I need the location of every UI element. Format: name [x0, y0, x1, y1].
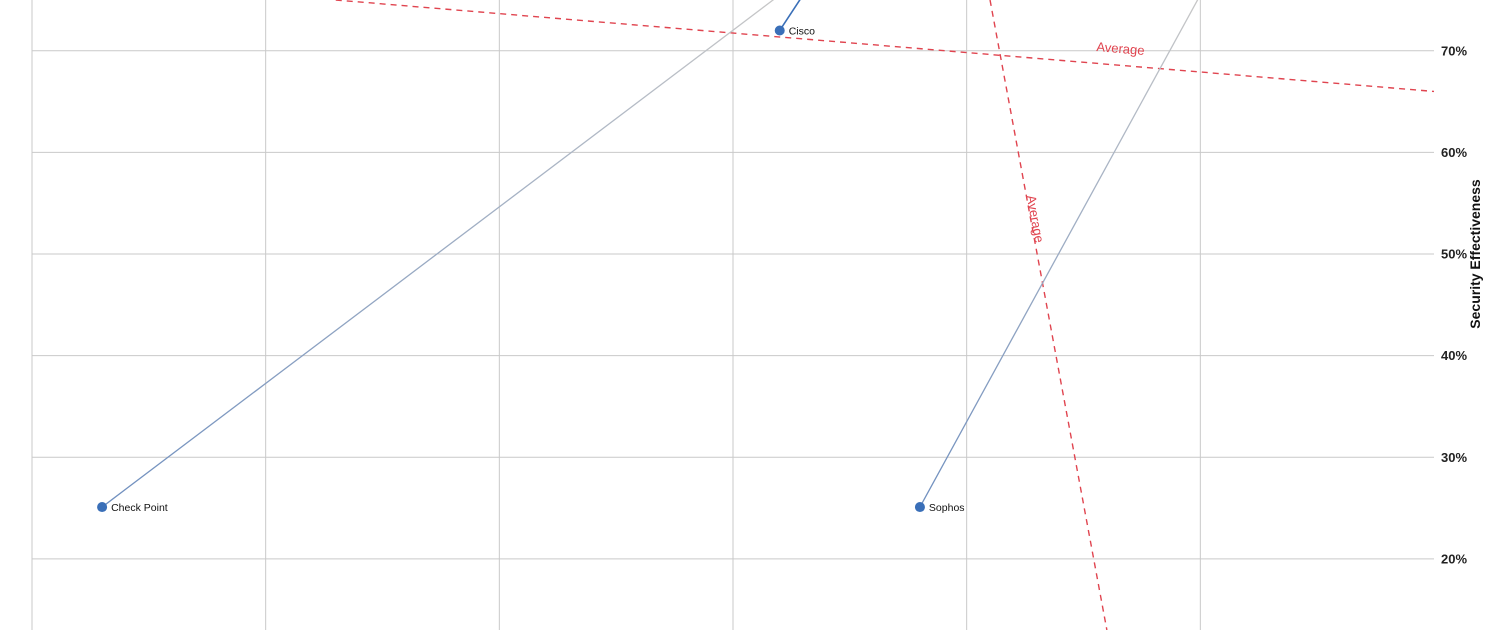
y-tick-label: 20% [1441, 551, 1467, 566]
y-axis-ticks: 20% 30% 40% 50% 60% 70% [1441, 43, 1467, 566]
data-point-label: Sophos [929, 502, 965, 514]
data-point-label: Cisco [789, 25, 815, 37]
point-trails [101, 0, 1199, 508]
average-line [335, 0, 1435, 93]
average-label: Average [1096, 39, 1145, 58]
data-point-label: Check Point [111, 502, 168, 514]
data-point [97, 502, 108, 513]
data-point [774, 25, 785, 36]
point-trail [919, 0, 1199, 508]
point-trail [101, 0, 775, 508]
grid-lines [31, 0, 1434, 630]
average-lines: Average Average [335, 0, 1435, 630]
data-points: Check Point Cisco Sophos [97, 25, 965, 514]
y-axis-title: Security Effectiveness [1467, 179, 1483, 329]
y-tick-label: 50% [1441, 247, 1467, 262]
y-tick-label: 40% [1441, 348, 1467, 363]
point-trail [779, 0, 801, 31]
average-label: Average [1024, 194, 1048, 244]
y-tick-label: 30% [1441, 450, 1467, 465]
data-point [914, 502, 925, 513]
average-line [989, 0, 1108, 630]
y-tick-label: 70% [1441, 43, 1467, 58]
y-tick-label: 60% [1441, 145, 1467, 160]
